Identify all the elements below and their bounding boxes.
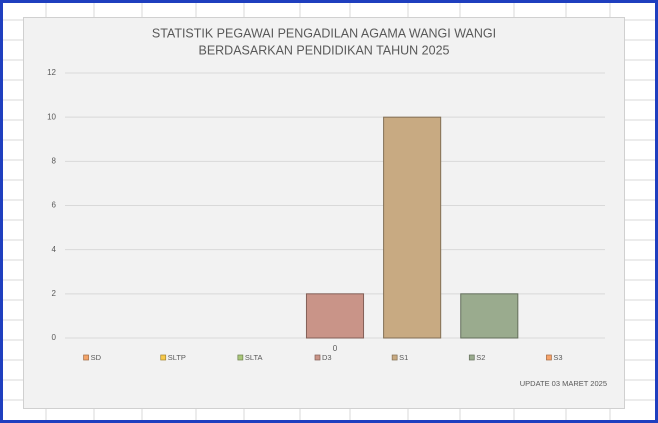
- legend-label: D3: [322, 353, 332, 362]
- chart-subtitle: BERDASARKAN PENDIDIKAN TAHUN 2025: [198, 43, 449, 57]
- legend-swatch: [314, 354, 321, 361]
- chart-title: STATISTIK PEGAWAI PENGADILAN AGAMA WANGI…: [152, 26, 496, 40]
- legend-swatch: [160, 354, 167, 361]
- data-label: 0: [333, 344, 338, 353]
- chart-area: [23, 17, 625, 409]
- legend-label: SLTP: [168, 353, 186, 362]
- legend-swatch: [546, 354, 552, 361]
- update-note: UPDATE 03 MARET 2025: [520, 379, 607, 388]
- y-tick-label: 0: [52, 333, 57, 342]
- y-tick-label: 12: [47, 68, 56, 77]
- legend-swatch: [391, 354, 398, 361]
- plot: 0 2 4 6 8 10 12 SD SLTP SLTA D3 S1 S2 S3 0 UPDATE 03 MA…: [47, 68, 607, 388]
- y-tick-label: 10: [47, 112, 56, 121]
- legend-swatch: [237, 354, 244, 361]
- y-tick-label: 2: [52, 289, 57, 298]
- legend-label: S3: [553, 353, 562, 362]
- bar: [460, 293, 519, 339]
- legend-label: SLTA: [245, 353, 263, 362]
- y-tick-label: 8: [52, 156, 57, 165]
- bar: [383, 116, 442, 339]
- y-tick-label: 6: [52, 201, 57, 210]
- legend-label: SD: [91, 353, 102, 362]
- y-tick-label: 4: [52, 245, 57, 254]
- bar: [305, 293, 365, 339]
- legend-swatch: [468, 354, 475, 361]
- legend-swatch: [83, 354, 89, 361]
- legend-label: S1: [399, 353, 408, 362]
- legend-label: S2: [476, 353, 485, 362]
